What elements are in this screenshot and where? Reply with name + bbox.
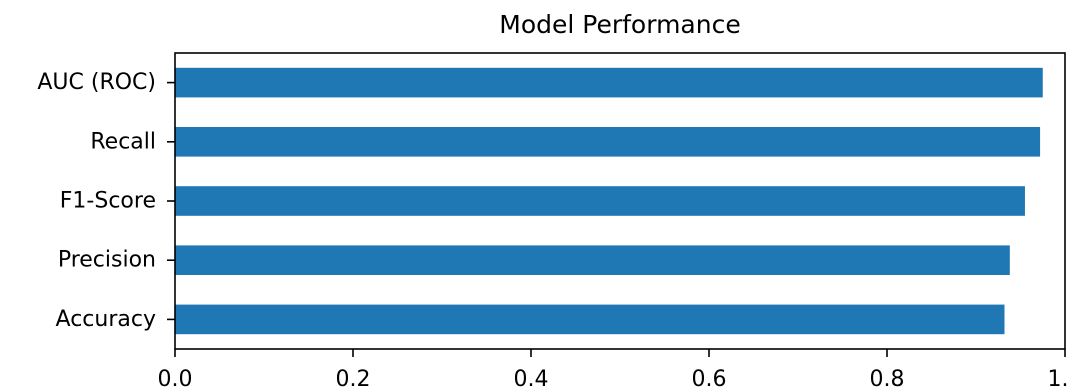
y-tick-label: F1-Score — [60, 189, 156, 214]
y-tick-label: Precision — [58, 248, 156, 273]
bar-accuracy — [175, 304, 1005, 335]
x-tick-label: 0.0 — [158, 367, 193, 391]
y-tick-label: Accuracy — [56, 307, 156, 332]
bar-f1-score — [175, 186, 1025, 216]
x-tick-label: 0.2 — [336, 367, 371, 391]
x-tick-label: 1.0 — [1048, 367, 1068, 391]
x-tick-label: 0.4 — [514, 367, 549, 391]
bar-auc-roc — [175, 67, 1043, 98]
bar-precision — [175, 245, 1010, 275]
bar-recall — [175, 127, 1041, 157]
chart-title: Model Performance — [499, 10, 741, 39]
y-tick-label: AUC (ROC) — [37, 70, 156, 95]
x-tick-label: 0.6 — [692, 367, 727, 391]
x-tick-label: 0.8 — [870, 367, 905, 391]
y-tick-label: Recall — [90, 129, 156, 154]
